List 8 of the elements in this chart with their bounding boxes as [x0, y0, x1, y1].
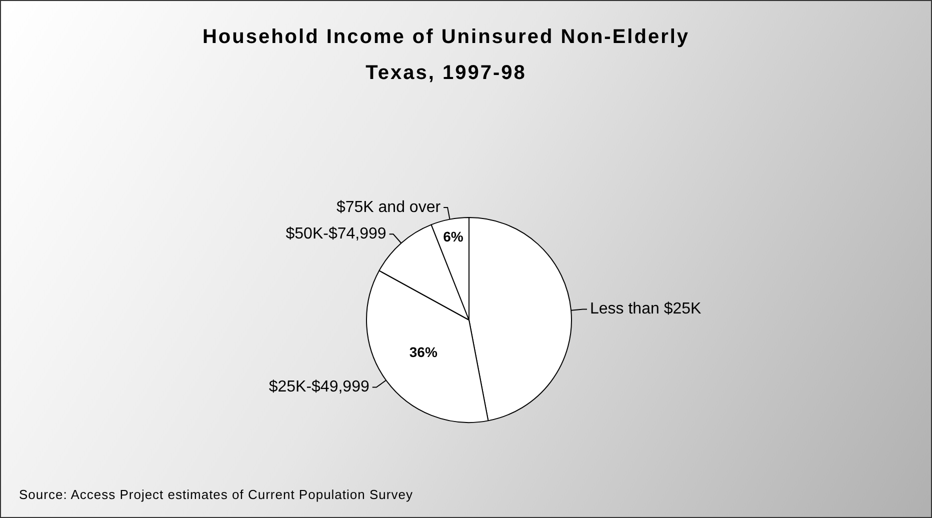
source-note: Source: Access Project estimates of Current Population Survey: [19, 487, 413, 502]
data-label: 36%: [409, 344, 438, 360]
slice-label: $50K-$74,999: [286, 226, 386, 243]
data-label: 6%: [443, 228, 464, 244]
slice-label: $25K-$49,999: [268, 378, 370, 396]
slice-label: Less than $25K: [590, 300, 702, 318]
slice-label: $75K and over: [336, 198, 442, 216]
chart-title: Household Income of Uninsured Non-Elderly Texas, 1997-98: [201, 25, 691, 86]
